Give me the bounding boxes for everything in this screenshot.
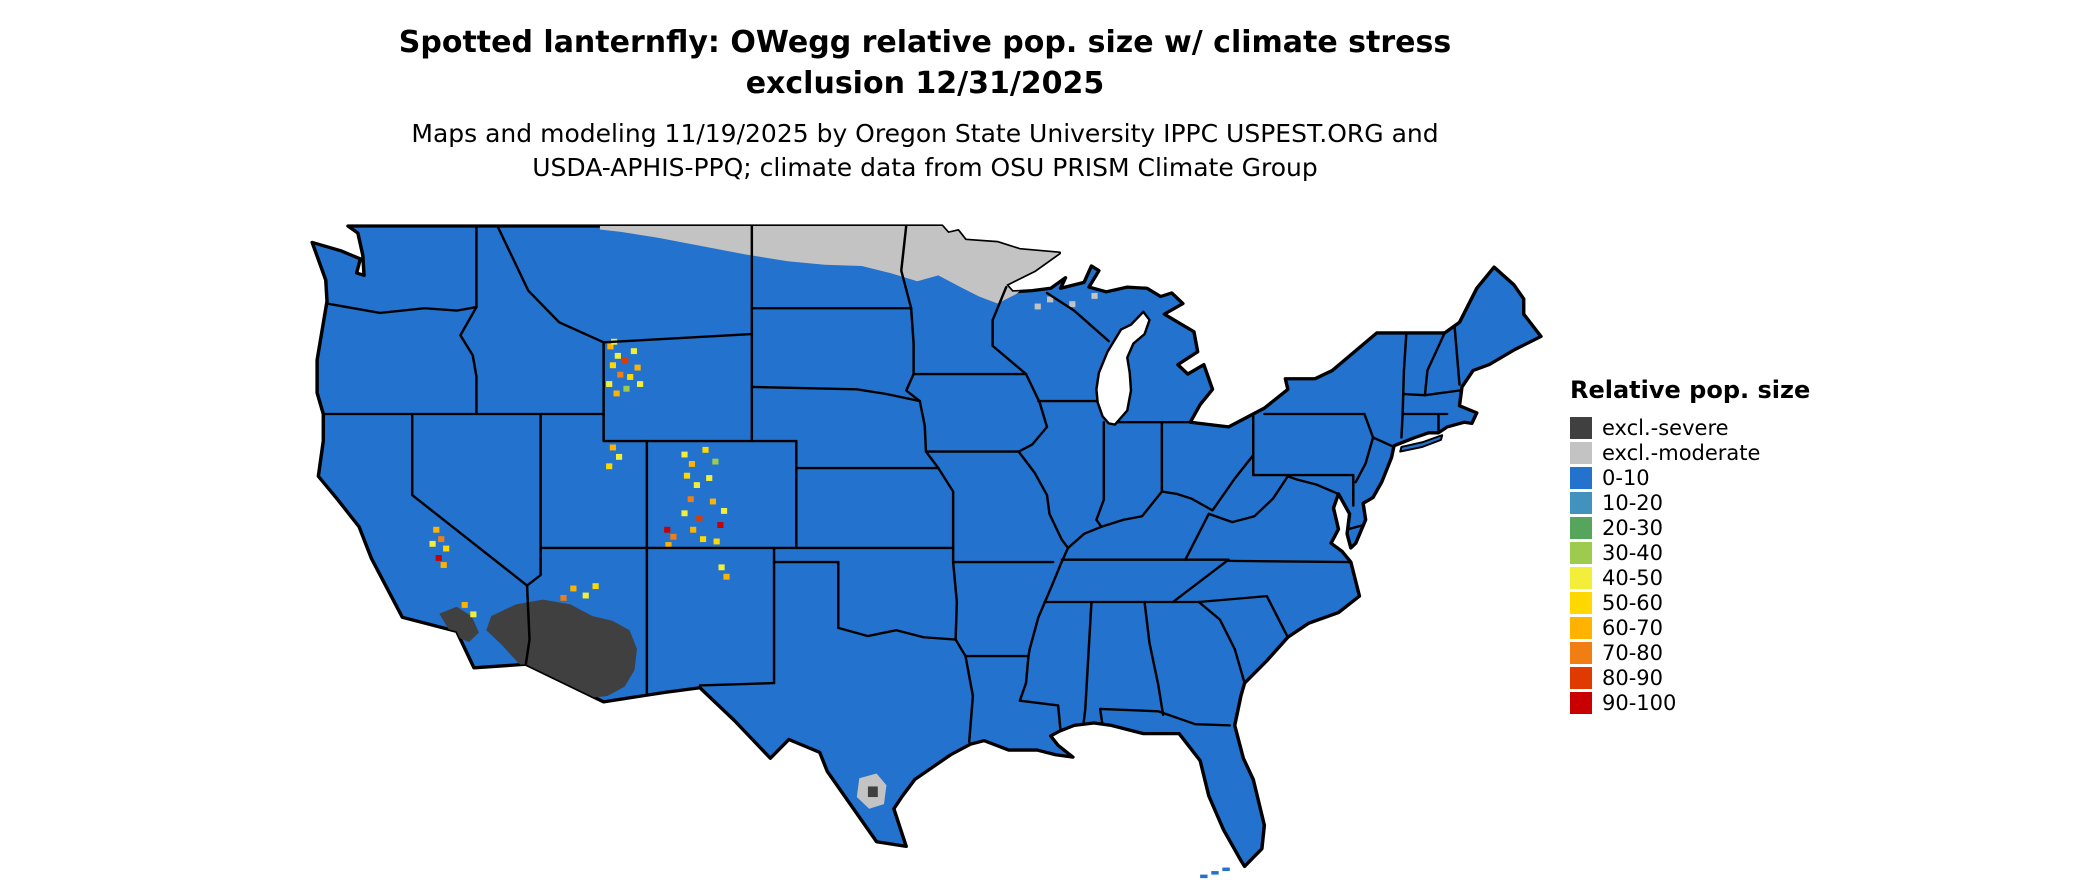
legend-row: 90-100 — [1570, 690, 1810, 715]
map-subtitle-line1: Maps and modeling 11/19/2025 by Oregon S… — [411, 119, 1439, 148]
legend-label: 20-30 — [1602, 515, 1664, 540]
legend: Relative pop. size excl.-severe excl.-mo… — [1570, 376, 1810, 715]
legend-label: 10-20 — [1602, 490, 1664, 515]
legend-items: excl.-severe excl.-moderate 0-10 10-20 2… — [1570, 415, 1810, 715]
us-map — [306, 224, 1543, 884]
legend-color-swatch — [1570, 416, 1592, 439]
title-block: Spotted lanternfly: OWegg relative pop. … — [0, 22, 1850, 185]
legend-label: 60-70 — [1602, 615, 1664, 640]
legend-title: Relative pop. size — [1570, 376, 1811, 404]
state-borders — [322, 226, 1461, 743]
legend-row: 80-90 — [1570, 665, 1810, 690]
legend-label: 80-90 — [1602, 665, 1664, 690]
legend-row: 70-80 — [1570, 640, 1810, 665]
legend-label: excl.-severe — [1602, 415, 1729, 440]
legend-row: 50-60 — [1570, 590, 1810, 615]
legend-label: 40-50 — [1602, 565, 1664, 590]
legend-label: 0-10 — [1602, 465, 1650, 490]
map-subtitle-line2: USDA-APHIS-PPQ; climate data from OSU PR… — [532, 153, 1318, 182]
legend-color-swatch — [1570, 566, 1592, 589]
legend-color-swatch — [1570, 441, 1592, 464]
us-map-svg — [310, 224, 1543, 879]
exclusion-severe-south-texas-dot — [867, 786, 878, 798]
legend-label: 50-60 — [1602, 590, 1664, 615]
map-title-line1: Spotted lanternfly: OWegg relative pop. … — [398, 25, 1452, 60]
legend-color-swatch — [1570, 491, 1592, 514]
us-landmass — [310, 224, 1543, 869]
legend-color-swatch — [1570, 691, 1592, 714]
florida-keys-dots — [1200, 867, 1230, 879]
legend-row: 30-40 — [1570, 540, 1810, 565]
exclusion-moderate-north-region — [599, 226, 1082, 304]
legend-label: 90-100 — [1602, 690, 1677, 715]
legend-row: 0-10 — [1570, 465, 1810, 490]
legend-color-swatch — [1570, 541, 1592, 564]
exclusion-severe-southwest-region — [486, 599, 637, 699]
legend-color-swatch — [1570, 516, 1592, 539]
legend-label: excl.-moderate — [1602, 440, 1761, 465]
legend-label: 70-80 — [1602, 640, 1664, 665]
legend-color-swatch — [1570, 666, 1592, 689]
high-value-speckles — [429, 292, 1098, 618]
legend-label: 30-40 — [1602, 540, 1664, 565]
long-island — [1399, 434, 1444, 453]
legend-row: 40-50 — [1570, 565, 1810, 590]
legend-row: 60-70 — [1570, 615, 1810, 640]
legend-color-swatch — [1570, 641, 1592, 664]
legend-row: excl.-severe — [1570, 415, 1810, 440]
legend-row: 20-30 — [1570, 515, 1810, 540]
lake-michigan — [1095, 310, 1151, 426]
legend-row: excl.-moderate — [1570, 440, 1810, 465]
map-subtitle: Maps and modeling 11/19/2025 by Oregon S… — [0, 117, 1850, 185]
legend-color-swatch — [1570, 616, 1592, 639]
legend-row: 10-20 — [1570, 490, 1810, 515]
legend-color-swatch — [1570, 591, 1592, 614]
legend-color-swatch — [1570, 466, 1592, 489]
exclusion-severe-socal-patch — [439, 606, 479, 642]
map-title-line2: exclusion 12/31/2025 — [745, 66, 1105, 101]
